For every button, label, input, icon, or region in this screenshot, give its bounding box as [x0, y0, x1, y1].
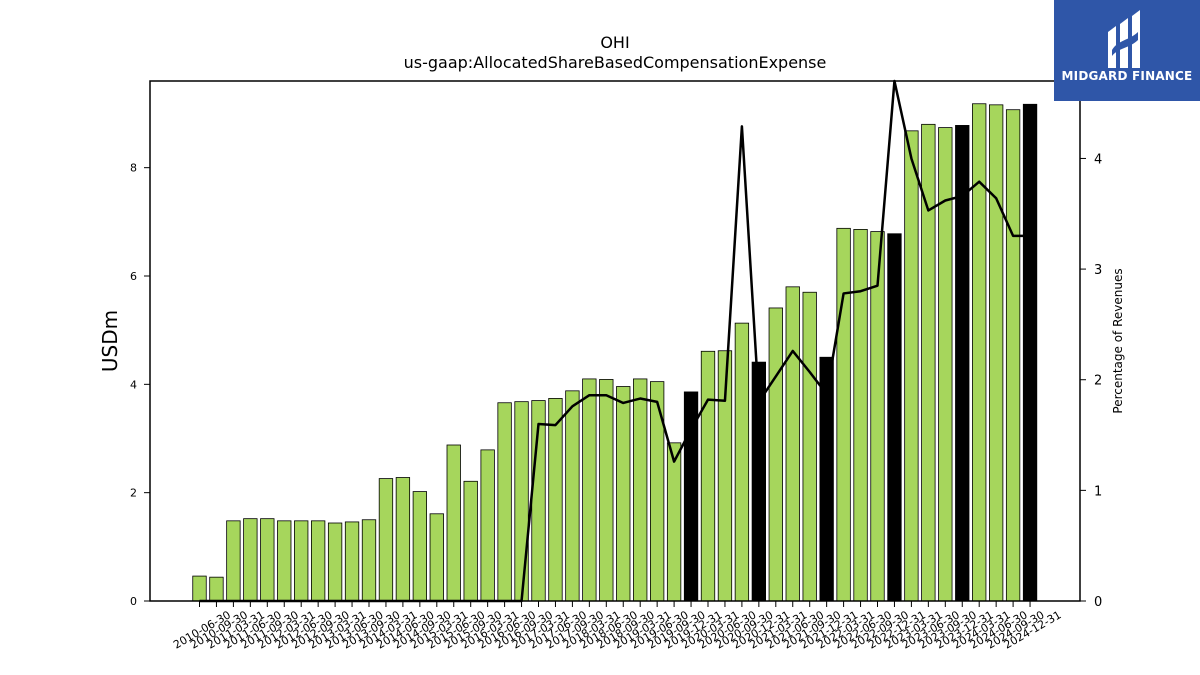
y-tick-label: 0	[130, 595, 137, 608]
bar	[853, 229, 868, 602]
bar	[209, 576, 224, 602]
bar	[361, 519, 377, 602]
bar	[785, 286, 800, 602]
bar	[836, 227, 851, 602]
y-tick-label: 2	[130, 487, 137, 500]
bar	[412, 491, 428, 602]
bar	[633, 378, 648, 602]
bar	[802, 291, 817, 602]
y2-tick-label: 3	[1094, 263, 1102, 278]
bar	[327, 522, 343, 602]
bar	[616, 386, 631, 602]
bar	[310, 520, 326, 602]
bar	[768, 307, 783, 602]
bar	[887, 233, 902, 602]
bar	[565, 390, 580, 602]
y2-tick-label: 1	[1094, 484, 1102, 499]
bar	[548, 398, 563, 602]
bar	[429, 513, 444, 602]
bar	[480, 449, 495, 602]
chart-title: OHI	[600, 33, 629, 52]
bar	[514, 401, 529, 602]
brand-logo: MIDGARD FINANCE	[1054, 0, 1200, 101]
bar	[192, 575, 207, 602]
bar	[582, 378, 597, 602]
bar	[243, 518, 258, 602]
bar	[666, 442, 682, 602]
bar	[446, 444, 461, 602]
y-tick-label: 6	[130, 270, 137, 283]
brand-name: MIDGARD FINANCE	[1061, 69, 1193, 83]
bar	[1005, 109, 1021, 602]
bar	[904, 130, 919, 602]
y2-tick-label: 2	[1094, 374, 1102, 389]
bar	[378, 478, 394, 602]
plot-frame	[149, 80, 1081, 602]
y-tick-label: 4	[130, 378, 137, 391]
bar	[277, 520, 292, 602]
y2-axis: 0 1 2 3 4	[1080, 152, 1102, 610]
bar	[700, 350, 716, 602]
bar	[463, 480, 478, 602]
y-axis-label: USDm	[98, 310, 122, 372]
midgard-logo-icon	[1108, 10, 1140, 68]
bar	[989, 104, 1004, 602]
bar	[972, 103, 987, 602]
bar	[344, 521, 360, 602]
bar	[226, 520, 241, 602]
bars-group	[192, 103, 1038, 602]
y2-tick-label: 4	[1094, 152, 1102, 167]
bar	[294, 520, 309, 602]
y2-axis-label: Percentage of Revenues	[1111, 268, 1125, 413]
bar	[1022, 103, 1038, 602]
bar	[395, 477, 411, 602]
bar	[497, 402, 512, 602]
y2-tick-label: 0	[1094, 595, 1102, 610]
bar	[260, 518, 275, 602]
chart-subtitle: us-gaap:AllocatedShareBasedCompensationE…	[404, 53, 827, 72]
bar	[734, 322, 750, 602]
y-tick-label: 8	[130, 162, 137, 175]
x-axis: 2010-06-302010-09-302011-03-312011-06-30…	[171, 601, 1064, 652]
y-axis: 0 2 4 6 8	[130, 162, 150, 608]
bar	[599, 379, 614, 602]
